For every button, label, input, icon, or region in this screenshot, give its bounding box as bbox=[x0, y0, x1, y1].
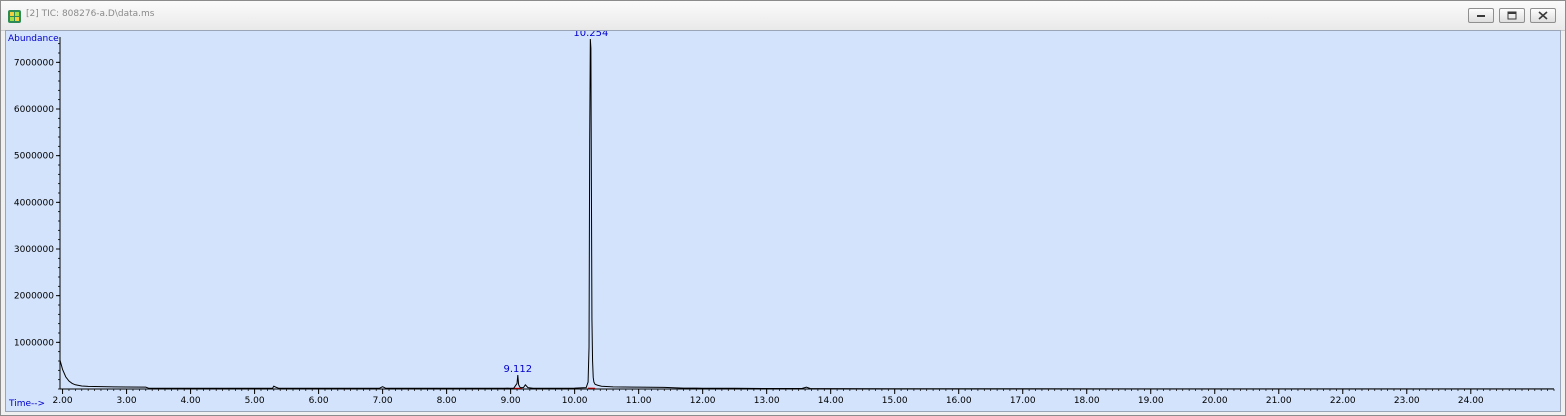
y-tick-label: 1000000 bbox=[14, 338, 54, 348]
x-tick-label: 10.00 bbox=[562, 396, 588, 406]
y-tick-label: 6000000 bbox=[14, 105, 54, 115]
x-tick-label: 20.00 bbox=[1202, 396, 1228, 406]
window-title: [2] TIC: 808276-a.D\data.ms bbox=[26, 9, 155, 19]
x-tick-label: 5.00 bbox=[245, 396, 265, 406]
restore-button[interactable] bbox=[1499, 8, 1525, 23]
x-tick-label: 3.00 bbox=[117, 396, 137, 406]
title-bar[interactable]: [2] TIC: 808276-a.D\data.ms bbox=[1, 1, 1565, 31]
x-tick-label: 16.00 bbox=[946, 396, 972, 406]
x-tick-label: 21.00 bbox=[1266, 396, 1292, 406]
chromatogram-icon bbox=[8, 10, 21, 23]
tic-trace bbox=[59, 38, 1554, 390]
x-tick-label: 4.00 bbox=[181, 396, 201, 406]
x-tick-label: 12.00 bbox=[690, 396, 716, 406]
x-tick-label: 14.00 bbox=[818, 396, 844, 406]
x-tick-label: 15.00 bbox=[882, 396, 908, 406]
chromatogram-plot[interactable]: 1000000 2000000 3000000 4000000 5000000 60000… bbox=[5, 30, 1561, 412]
x-tick-label: 2.00 bbox=[53, 396, 73, 406]
x-tick-label: 22.00 bbox=[1330, 396, 1356, 406]
y-tick-label: 2000000 bbox=[14, 292, 54, 302]
close-icon bbox=[1538, 11, 1548, 20]
x-tick-label: 24.00 bbox=[1458, 396, 1484, 406]
x-axis-title: Time--> bbox=[8, 399, 45, 409]
x-tick-label: 8.00 bbox=[437, 396, 457, 406]
x-tick-label: 6.00 bbox=[309, 396, 329, 406]
y-axis-title: Abundance bbox=[8, 34, 59, 44]
x-tick-label: 7.00 bbox=[373, 396, 393, 406]
x-tick-label: 11.00 bbox=[626, 396, 652, 406]
x-tick-label: 17.00 bbox=[1010, 396, 1036, 406]
restore-icon bbox=[1507, 11, 1517, 20]
y-tick-label: 3000000 bbox=[14, 245, 54, 255]
x-tick-label: 9.00 bbox=[501, 396, 521, 406]
peak-label: 9.112 bbox=[503, 364, 532, 375]
y-tick-label: 4000000 bbox=[14, 198, 54, 208]
x-tick-label: 19.00 bbox=[1138, 396, 1164, 406]
x-tick-label: 13.00 bbox=[754, 396, 780, 406]
chromatogram-chart: 1000000 2000000 3000000 4000000 5000000 60000… bbox=[8, 31, 1555, 409]
x-tick-label: 23.00 bbox=[1394, 396, 1420, 406]
y-tick-label: 5000000 bbox=[14, 152, 54, 162]
x-tick-label: 18.00 bbox=[1074, 396, 1100, 406]
peak-label: 10.254 bbox=[573, 31, 608, 39]
minimize-button[interactable] bbox=[1468, 8, 1494, 23]
close-button[interactable] bbox=[1530, 8, 1556, 23]
minimize-icon bbox=[1477, 15, 1485, 17]
y-tick-label: 7000000 bbox=[14, 58, 54, 68]
